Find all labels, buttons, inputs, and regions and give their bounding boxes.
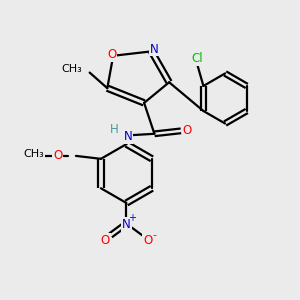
Text: O: O (107, 48, 116, 61)
Text: N: N (124, 130, 132, 143)
Text: O: O (183, 124, 192, 137)
Text: CH₃: CH₃ (23, 149, 44, 159)
Text: O: O (100, 234, 110, 247)
Text: N: N (122, 218, 131, 231)
Text: O: O (143, 234, 152, 247)
Text: +: + (128, 213, 136, 223)
Text: -: - (152, 230, 156, 240)
Text: O: O (53, 149, 62, 162)
Text: Cl: Cl (192, 52, 203, 65)
Text: H: H (110, 124, 118, 136)
Text: N: N (149, 43, 158, 56)
Text: CH₃: CH₃ (61, 64, 82, 74)
